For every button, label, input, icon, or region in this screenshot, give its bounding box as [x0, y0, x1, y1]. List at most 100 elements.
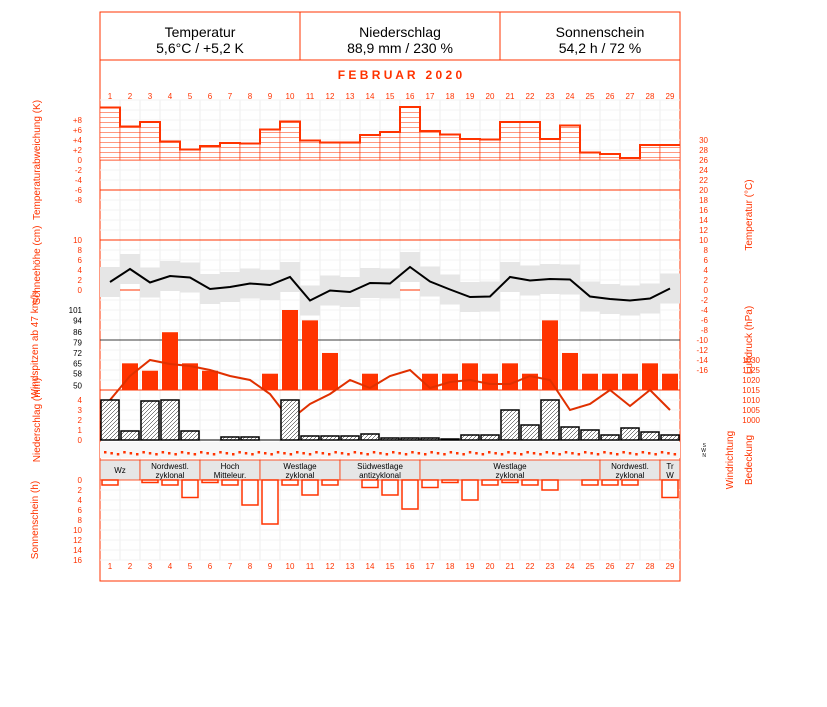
precip-hatch — [540, 421, 560, 441]
temp-dev-tick: 0 — [78, 156, 83, 165]
sunshine-bar — [601, 479, 619, 486]
precip-hatch — [471, 434, 478, 441]
wind-direction-mark — [180, 451, 184, 454]
wind-direction-mark — [110, 452, 113, 455]
weather-type-label: Nordwestl. zyklonal — [611, 462, 649, 480]
precip-hatch — [160, 401, 180, 421]
precip-hatch — [556, 437, 560, 441]
precip-hatch — [475, 436, 480, 441]
day-label-top: 18 — [446, 92, 455, 101]
precip-hatch — [237, 438, 240, 441]
wind-direction-mark — [436, 452, 440, 455]
precip-hatch — [514, 435, 520, 441]
precip-hatch — [340, 435, 346, 441]
wind-tick: 94 — [73, 316, 82, 325]
precip-hatch — [434, 437, 438, 441]
temp-dev-tick: -2 — [75, 166, 83, 175]
precip-hatch — [280, 399, 286, 405]
temp-dev-bar — [419, 130, 441, 161]
precip-hatch — [500, 409, 506, 415]
wind-direction-mark — [308, 453, 312, 456]
wind-direction-mark — [552, 452, 555, 455]
wind-direction-mark — [148, 452, 152, 455]
precip-hatch — [280, 401, 300, 421]
wind-bar — [202, 370, 218, 390]
precip-hatch — [500, 409, 514, 423]
wind-direction-mark — [641, 451, 645, 454]
precip-hatch — [560, 426, 570, 436]
day-label-top: 14 — [366, 92, 375, 101]
wind-bar — [182, 363, 198, 390]
wind-bar — [462, 363, 478, 390]
wind-direction-mark — [532, 452, 536, 455]
precip-hatch — [463, 434, 470, 441]
temp-dev-tick: +8 — [73, 116, 83, 125]
pressure-tick: 1025 — [742, 366, 760, 375]
precip-hatch — [160, 421, 180, 441]
precip-hatch — [447, 438, 450, 441]
precip-hatch — [280, 405, 300, 425]
wind-direction-mark — [328, 453, 331, 456]
precip-hatch — [500, 415, 520, 435]
precip-hatch — [582, 429, 594, 441]
wind-direction-mark — [174, 453, 177, 456]
precip-hatch — [402, 437, 406, 441]
precip-hatch — [120, 430, 130, 440]
weather-type-label-line: Mitteleur. — [214, 471, 246, 480]
weather-type-label: Hoch Mitteleur. — [214, 462, 246, 480]
precip-hatch — [245, 436, 250, 441]
precip-hatch — [352, 435, 358, 441]
day-label-top: 23 — [546, 92, 555, 101]
wind-bar — [602, 373, 618, 390]
precip-hatch — [153, 434, 160, 441]
day-label-bottom: 12 — [326, 562, 335, 571]
precip-hatch — [280, 409, 300, 429]
weather-type-label-line: Nordwestl. — [151, 462, 189, 471]
day-label-bottom: 17 — [426, 562, 435, 571]
day-label-bottom: 22 — [526, 562, 535, 571]
precip-hatch — [100, 421, 120, 441]
precip-hatch — [611, 434, 618, 441]
precip-tick: 2 — [78, 416, 83, 425]
wind-direction-mark — [462, 453, 465, 456]
precip-hatch — [168, 429, 180, 441]
precip-hatch — [636, 437, 640, 441]
day-label-top: 28 — [646, 92, 655, 101]
precip-hatch — [575, 436, 580, 441]
precip-hatch — [160, 399, 178, 417]
precip-hatch — [671, 434, 678, 441]
precip-hatch — [221, 436, 226, 441]
precip-hatch — [580, 429, 590, 439]
precip-hatch — [640, 431, 650, 441]
wind-direction-mark — [155, 453, 158, 456]
precip-hatch — [540, 413, 560, 433]
precip-hatch — [292, 433, 300, 441]
wind-bar — [622, 373, 638, 390]
temperature-tick: -8 — [701, 326, 709, 335]
precip-hatch — [540, 399, 550, 409]
weather-type-label-line: zyklonal — [286, 471, 315, 480]
wind-direction-mark — [635, 453, 638, 456]
wind-direction-code: N — [702, 453, 706, 459]
wind-direction-mark — [193, 453, 197, 456]
day-label-top: 19 — [466, 92, 475, 101]
precip-bar — [120, 430, 140, 441]
precip-hatch — [288, 429, 300, 441]
precip-hatch — [500, 419, 520, 439]
precip-hatch — [160, 409, 180, 429]
wind-direction-mark — [577, 453, 581, 456]
wind-direction-code: W — [701, 448, 706, 454]
precip-hatch — [552, 433, 560, 441]
precip-hatch — [430, 437, 434, 441]
wind-direction-mark — [123, 451, 126, 454]
precip-hatch — [487, 434, 494, 441]
precip-tick: 1 — [78, 426, 83, 435]
sunshine-bar — [661, 479, 679, 499]
weather-type-label-line: antizyklonal — [359, 471, 401, 480]
precip-hatch — [660, 434, 666, 440]
day-label-top: 27 — [626, 92, 635, 101]
wind-direction-mark — [558, 453, 561, 456]
wind-bar — [322, 352, 338, 390]
weather-type-label-line: zyklonal — [496, 471, 525, 480]
sunshine-bar — [241, 479, 259, 506]
